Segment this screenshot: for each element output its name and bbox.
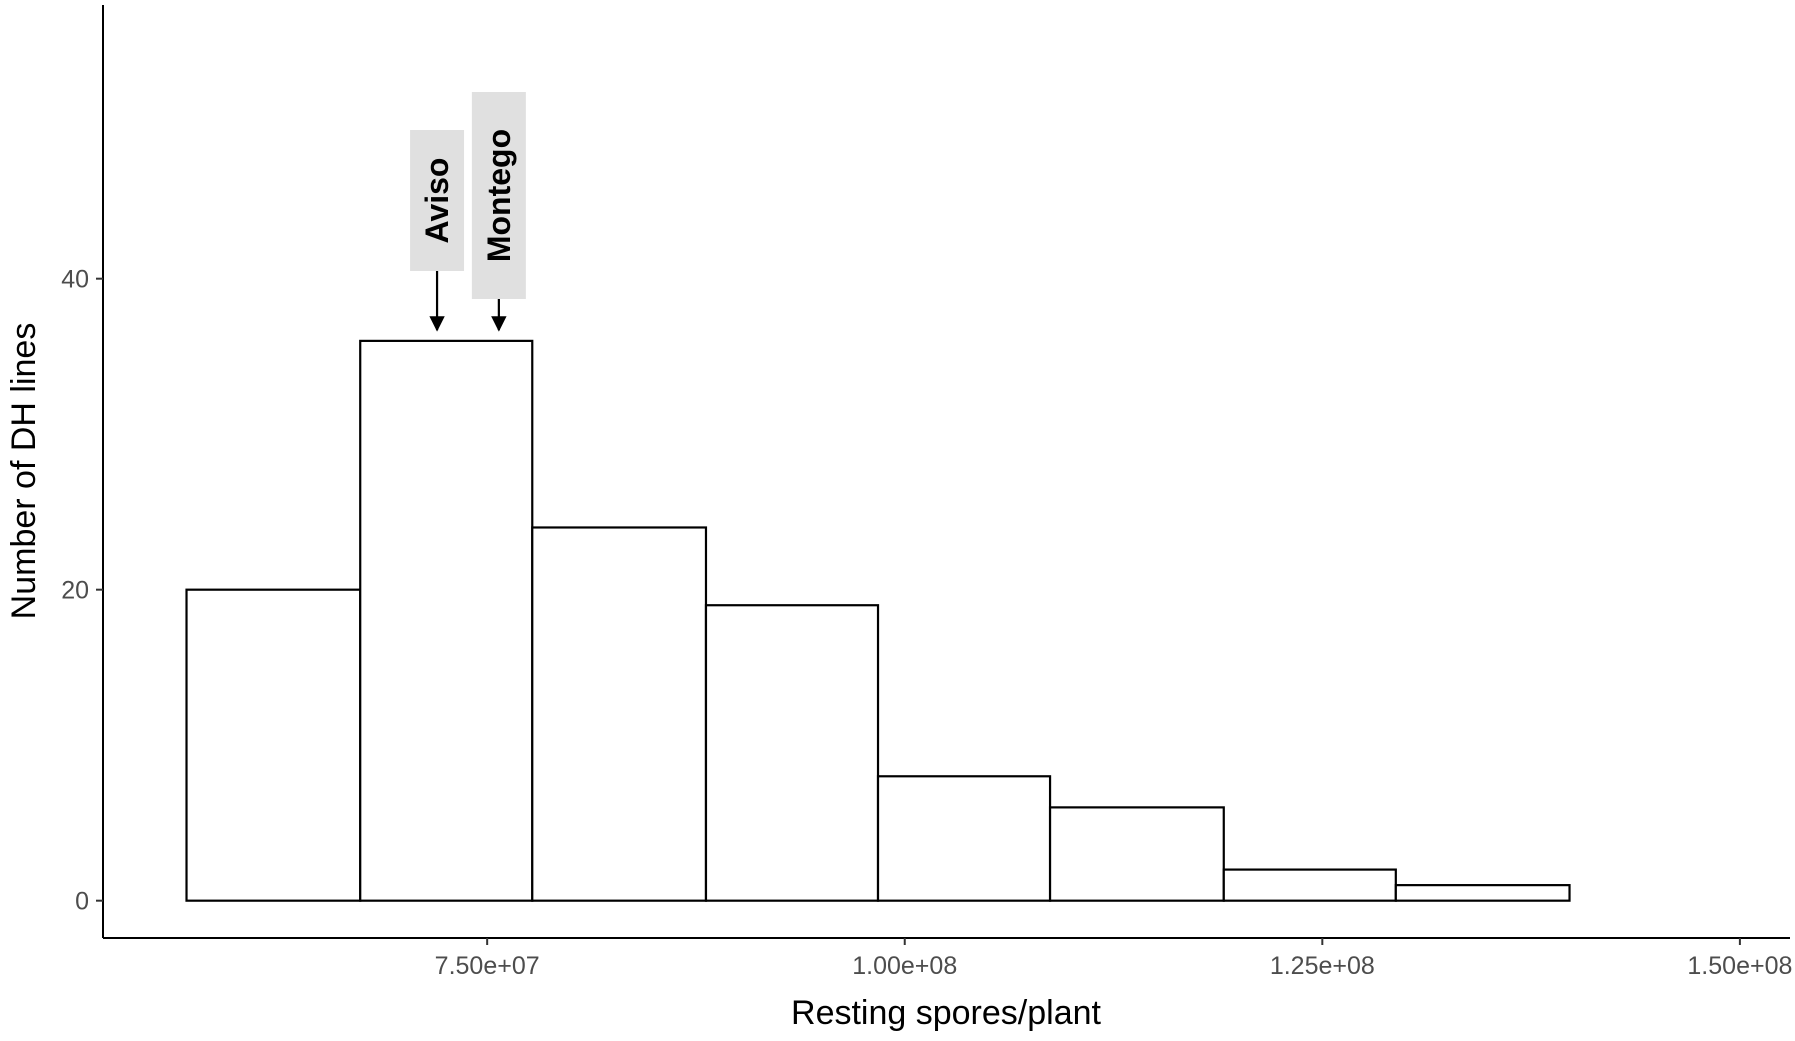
annotation-montego: Montego <box>471 92 526 332</box>
annotation-label-box <box>410 130 465 271</box>
y-axis-title: Number of DH lines <box>5 323 43 620</box>
histogram-bar-4 <box>704 604 880 902</box>
y-tick-label: 20 <box>61 577 89 605</box>
x-tick-label: 7.50e+07 <box>435 952 540 980</box>
histogram-bar-1 <box>185 588 362 902</box>
histogram-bar-6 <box>1048 806 1225 902</box>
y-axis-ticks: 0 20 40 <box>61 266 103 916</box>
histogram-bar-7 <box>1222 868 1397 902</box>
x-tick-label: 1.50e+08 <box>1687 952 1792 980</box>
x-axis-title: Resting spores/plant <box>791 994 1102 1032</box>
annotation-label-box <box>471 92 526 299</box>
annotation-label: Aviso <box>419 158 455 244</box>
x-tick-label: 1.25e+08 <box>1270 952 1375 980</box>
x-axis-ticks: 7.50e+07 1.00e+08 1.25e+08 1.50e+08 <box>435 938 1792 980</box>
y-tick-label: 40 <box>61 266 89 294</box>
histogram-bar-8 <box>1394 884 1571 902</box>
x-tick-label: 1.00e+08 <box>852 952 957 980</box>
cultivar-annotations: Aviso Montego <box>410 92 526 332</box>
y-tick-label: 0 <box>75 888 89 916</box>
histogram-bars <box>185 339 1571 902</box>
annotation-label: Montego <box>481 129 517 262</box>
histogram-bar-3 <box>531 526 708 902</box>
annotation-aviso: Aviso <box>410 130 465 332</box>
histogram-bar-2 <box>359 339 534 902</box>
histogram-bar-5 <box>876 775 1052 902</box>
